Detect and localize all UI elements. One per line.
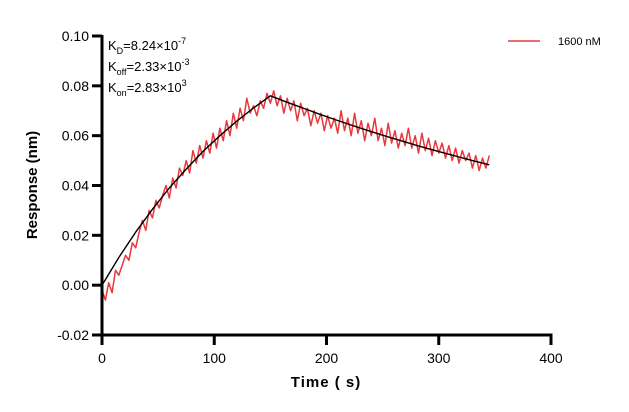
x-tick-label: 400 <box>539 350 563 366</box>
kinetic-label-part: =2.83×10 <box>127 80 182 95</box>
data-series-line <box>101 90 491 301</box>
kinetic-label-part: =8.24×10 <box>123 38 178 53</box>
y-tick-label: 0.08 <box>62 78 89 94</box>
legend-label: 1600 nM <box>558 36 601 48</box>
x-tick-label: 100 <box>203 350 227 366</box>
legend: 1600 nM <box>508 36 601 48</box>
x-tick-label: 300 <box>427 350 451 366</box>
kinetic-label-part: =2.33×10 <box>127 59 182 74</box>
y-tick-label: 0.06 <box>62 128 89 144</box>
kinetic-label-part: -7 <box>178 36 186 46</box>
kinetic-label-part: on <box>117 88 127 98</box>
kinetic-label-part: 3 <box>182 78 187 88</box>
kinetic-label-part: K <box>108 59 117 74</box>
fit-curve-line <box>101 95 490 286</box>
kinetic-constant-label: KD=8.24×10-7 <box>108 36 186 56</box>
kinetic-constant-label: Kon=2.83×103 <box>108 78 187 98</box>
x-tick-label: 200 <box>315 350 339 366</box>
y-axis-title: Response (nm) <box>24 131 41 239</box>
x-tick-label: 0 <box>98 350 106 366</box>
kinetic-label-part: K <box>108 38 117 53</box>
y-tick-label: 0.04 <box>62 178 89 194</box>
y-tick-label: 0.02 <box>62 227 89 243</box>
kinetic-label-part: off <box>117 67 127 77</box>
kinetic-label-part: K <box>108 80 117 95</box>
y-tick-label: 0.10 <box>62 28 89 44</box>
kinetic-label-part: D <box>117 46 124 56</box>
y-tick-label: -0.02 <box>57 327 89 343</box>
kinetic-constant-label: Koff=2.33×10-3 <box>108 57 189 77</box>
y-tick-label: 0.00 <box>62 277 89 293</box>
kinetic-label-part: -3 <box>181 57 189 67</box>
x-axis-title: Time ( s) <box>291 374 361 391</box>
